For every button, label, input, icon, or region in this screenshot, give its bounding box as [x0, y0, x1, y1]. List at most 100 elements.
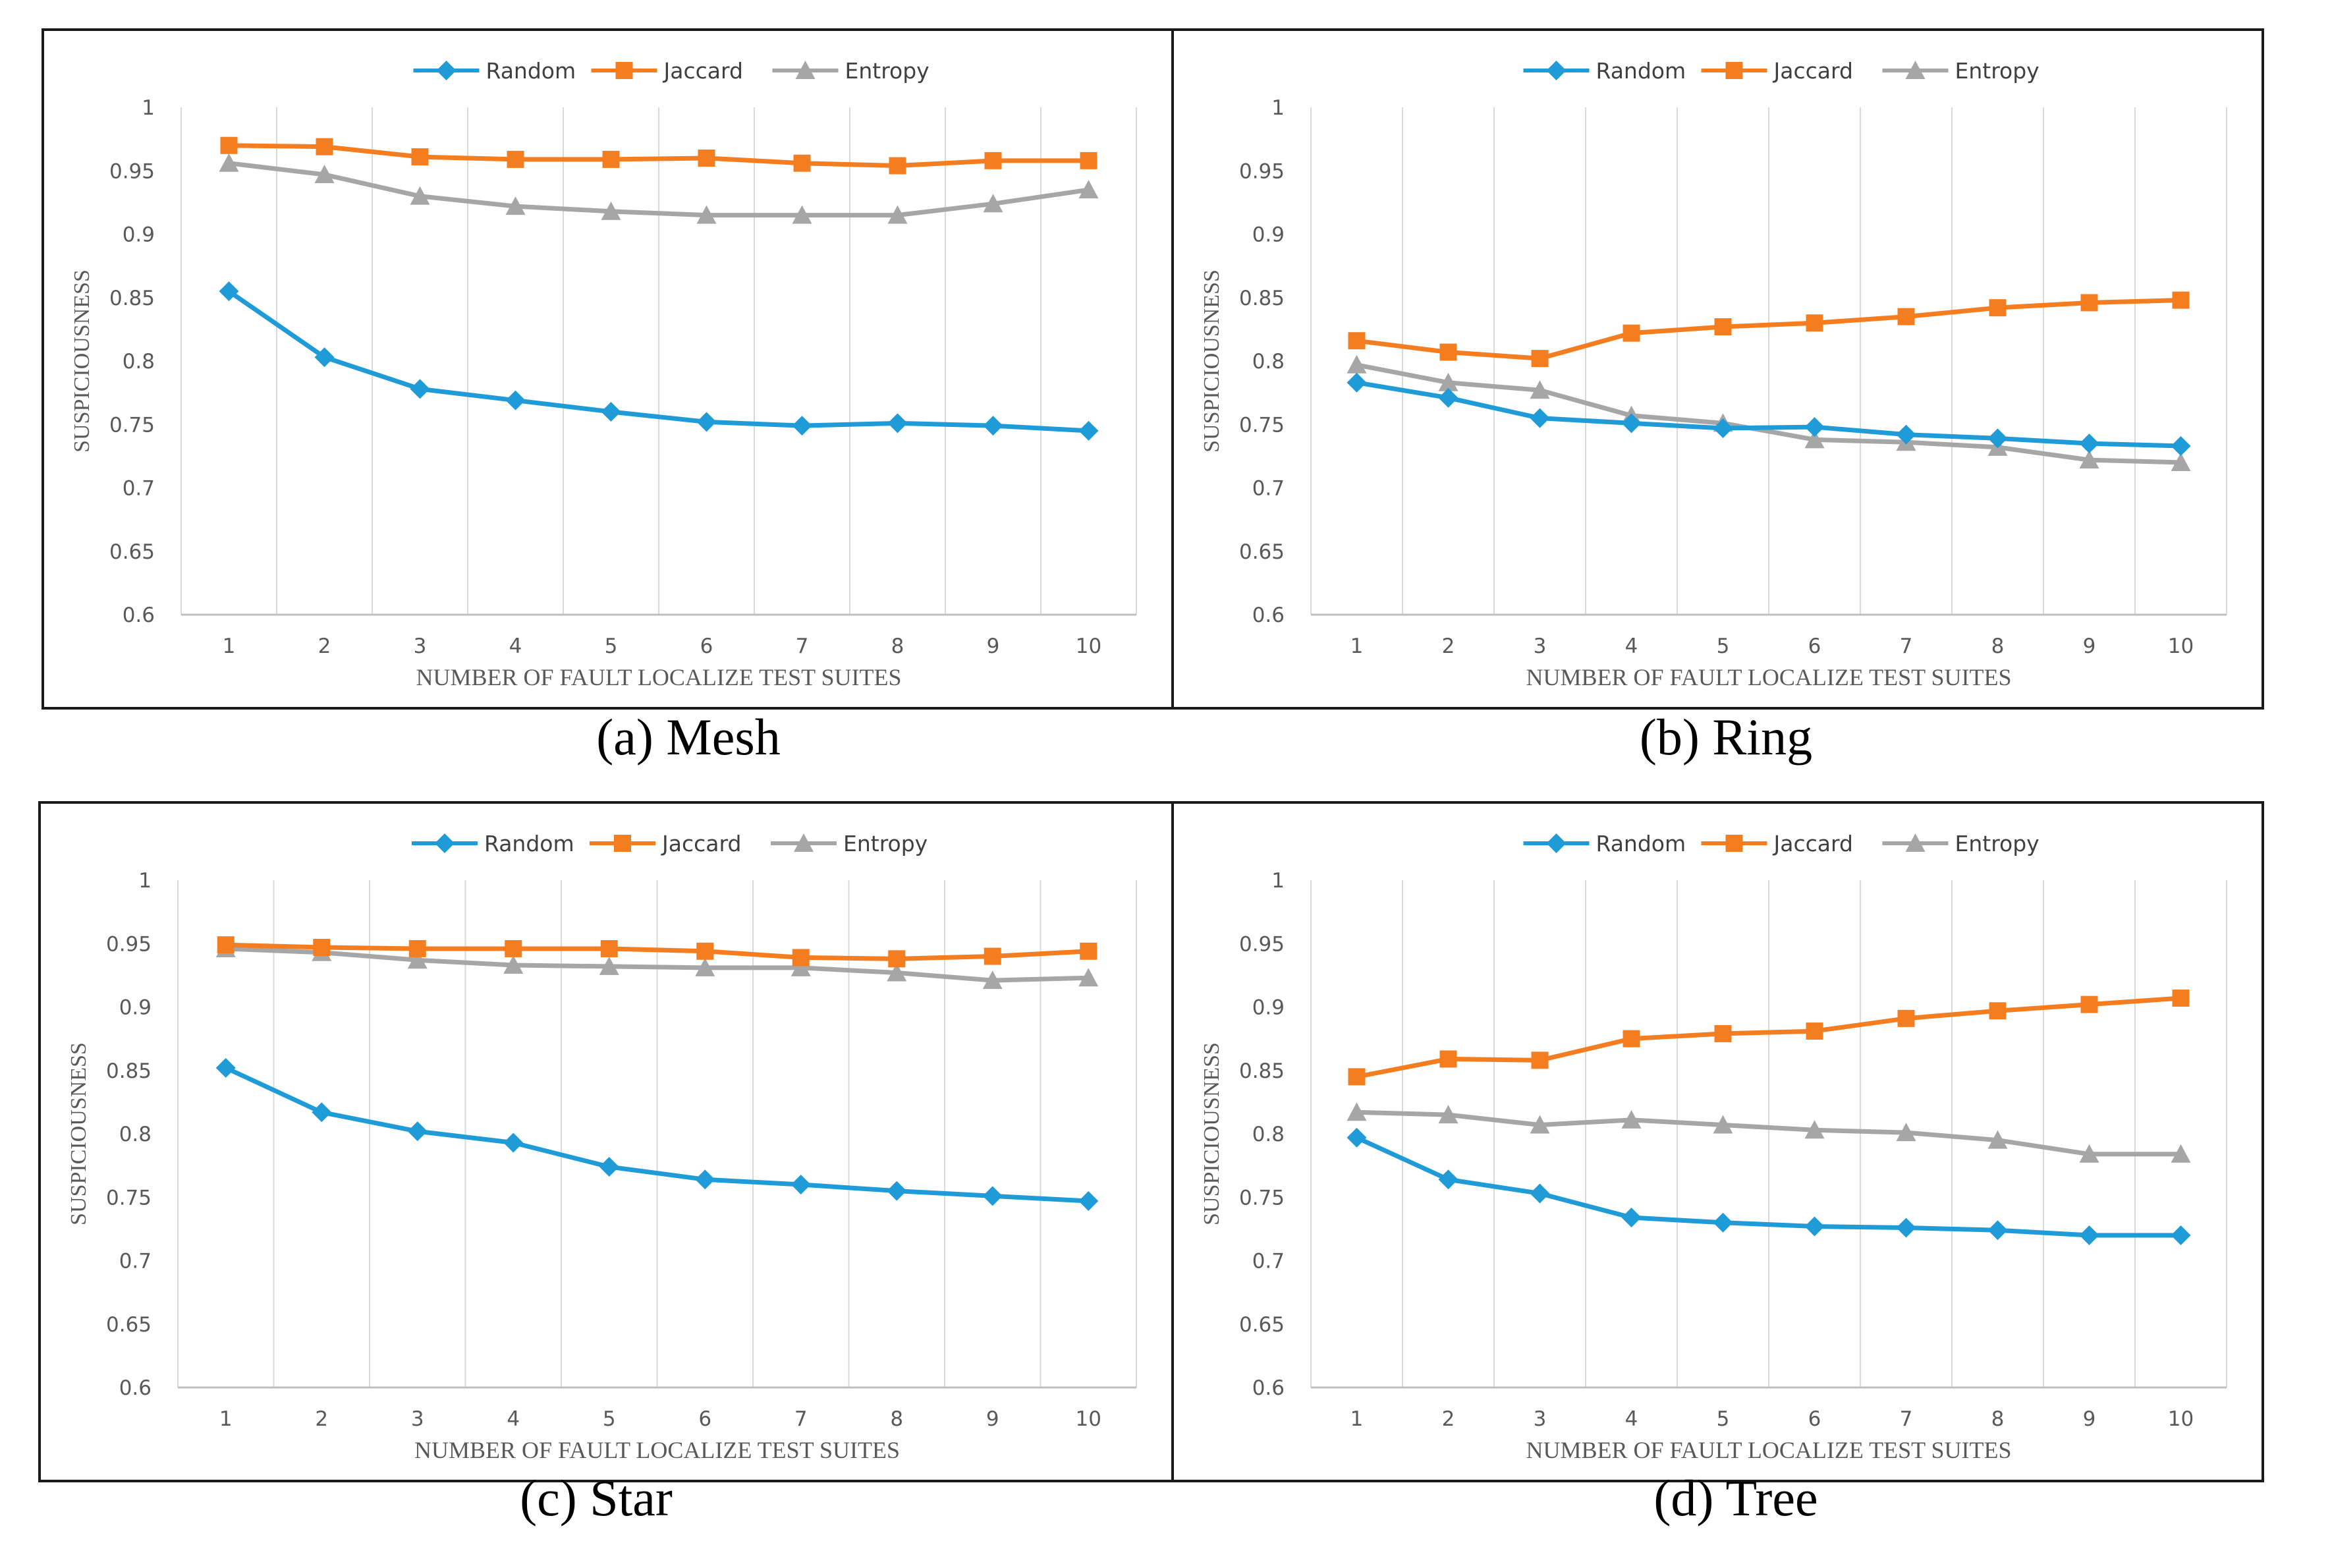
data-point: [1078, 1191, 1099, 1212]
data-point: [1897, 1009, 1915, 1027]
y-tick-label: 0.7: [1252, 1250, 1285, 1274]
data-point: [984, 947, 1001, 965]
series-line: [223, 942, 1091, 961]
data-point: [314, 347, 335, 368]
x-tick-label: 8: [890, 1407, 903, 1431]
x-tick-label: 1: [223, 634, 236, 658]
data-point: [1530, 1183, 1550, 1204]
data-point: [1439, 343, 1457, 361]
series-jaccard: [1348, 990, 2190, 1086]
y-tick-label: 0.8: [1252, 350, 1285, 374]
data-point: [1987, 428, 2008, 449]
data-point: [1806, 1022, 1823, 1040]
series-line: [1354, 362, 2183, 465]
data-point: [601, 201, 621, 220]
gridlines: [180, 107, 1137, 615]
panel-frame: [1171, 28, 2264, 710]
data-point: [696, 942, 714, 960]
y-tick-label: 0.9: [1252, 996, 1285, 1020]
x-tick-label: 3: [411, 1407, 424, 1431]
legend-item-random: Random: [413, 58, 576, 84]
chart-panel-2: 0.6 0.65 0.7 0.75 0.8 0.85 0.9 0.95 1 1 2 3 4 5 6 7 8 9 10…: [38, 801, 1174, 1482]
legend-label: Jaccard: [1773, 831, 1853, 856]
data-point: [503, 955, 524, 974]
data-point: [982, 1186, 1003, 1206]
y-axis-title: SUSPICIOUSNESS: [70, 269, 94, 453]
data-point: [2080, 995, 2098, 1013]
data-point: [1346, 372, 1367, 393]
legend-label: Jaccard: [661, 831, 741, 856]
data-point: [1078, 180, 1099, 199]
data-point: [2171, 435, 2191, 456]
gridlines: [1310, 880, 2227, 1387]
data-point: [1438, 372, 1458, 391]
gridlines: [1310, 107, 2227, 615]
y-tick-label: 0.9: [123, 223, 155, 247]
series-line: [227, 143, 1091, 169]
data-point: [695, 1169, 715, 1190]
data-point: [1078, 968, 1099, 987]
x-tick-label: 8: [891, 634, 904, 658]
data-point: [599, 956, 619, 975]
series-line: [223, 946, 1091, 983]
x-tick-label: 10: [1076, 1407, 1101, 1431]
data-point: [1531, 350, 1549, 368]
data-point: [1804, 417, 1825, 437]
data-point: [1078, 420, 1099, 441]
legend-marker-triangle-icon: [1905, 833, 1926, 852]
x-tick-label: 2: [315, 1407, 328, 1431]
data-point: [1438, 1105, 1458, 1124]
y-tick-label: 0.8: [1252, 1123, 1285, 1146]
legend-marker-square-icon: [1725, 835, 1743, 852]
legend-item-entropy: Entropy: [772, 58, 930, 84]
data-point: [2172, 990, 2190, 1007]
data-point: [602, 150, 620, 168]
series-line: [1354, 1135, 2183, 1238]
data-point: [1348, 1068, 1366, 1086]
data-point: [316, 138, 333, 155]
data-point: [698, 150, 715, 167]
x-tick-label: 8: [1991, 1407, 2005, 1431]
data-point: [2171, 1144, 2191, 1163]
data-point: [2079, 1144, 2099, 1163]
series-line: [1354, 995, 2183, 1079]
data-point: [695, 957, 715, 976]
data-point: [1896, 1218, 1916, 1238]
y-tick-label: 0.8: [119, 1123, 152, 1146]
legend-item-entropy: Entropy: [1882, 831, 2040, 856]
data-point: [1438, 387, 1458, 408]
legend-label: Jaccard: [663, 58, 743, 84]
data-point: [600, 939, 618, 957]
y-tick-label: 0.7: [123, 477, 155, 501]
legend-marker-square-icon: [1725, 62, 1743, 79]
legend-label: Random: [484, 831, 574, 856]
data-point: [1530, 1115, 1550, 1134]
data-point: [1897, 308, 1915, 325]
y-tick-label: 0.75: [109, 413, 155, 437]
x-tick-label: 7: [1900, 634, 1913, 658]
y-tick-label: 1: [1271, 96, 1285, 120]
data-point: [1439, 1050, 1457, 1068]
x-tick-label: 6: [698, 1407, 711, 1431]
panel-frame: [1171, 801, 2264, 1482]
series-jaccard: [1348, 291, 2190, 368]
data-point: [983, 194, 1003, 213]
series-line: [1354, 380, 2183, 449]
legend-marker-triangle-icon: [795, 61, 816, 79]
y-tick-label: 0.7: [1252, 477, 1285, 501]
legend-marker-diamond-icon: [436, 61, 457, 80]
data-point: [2079, 1225, 2099, 1245]
x-tick-label: 1: [219, 1407, 233, 1431]
series-line: [227, 161, 1091, 218]
y-axis-title: SUSPICIOUSNESS: [67, 1042, 91, 1225]
legend: Random Jaccard Entropy: [413, 58, 930, 84]
x-tick-label: 4: [1625, 1407, 1638, 1431]
legend-marker-diamond-icon: [1546, 61, 1567, 80]
x-tick-label: 3: [1534, 634, 1547, 658]
data-point: [1530, 380, 1550, 399]
data-point: [791, 957, 811, 976]
series-entropy: [219, 153, 1099, 224]
legend-label: Random: [1596, 831, 1686, 856]
data-point: [887, 205, 908, 224]
x-tick-label: 6: [700, 634, 713, 658]
